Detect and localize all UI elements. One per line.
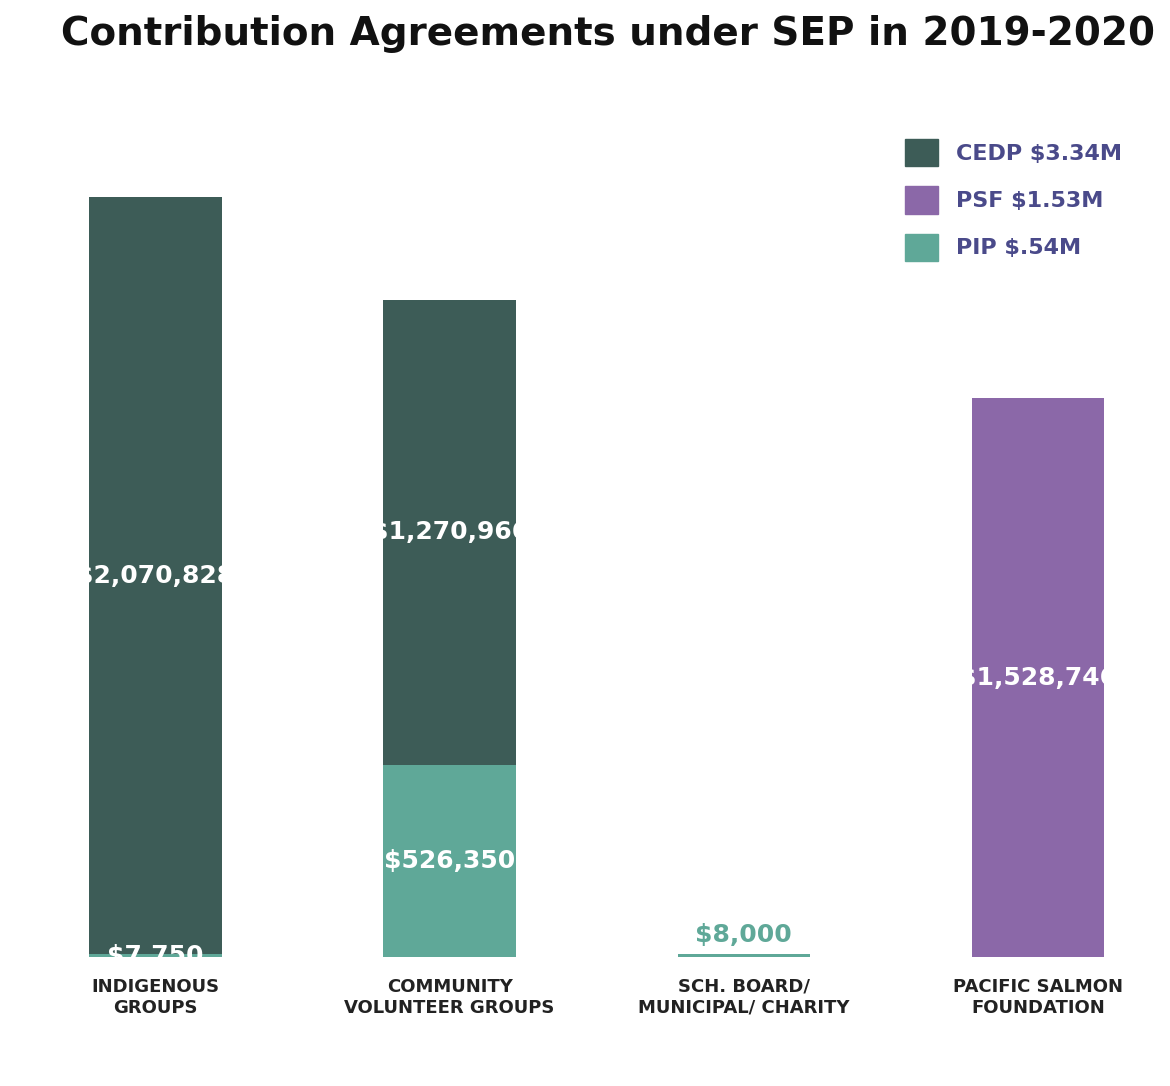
Text: Contribution Agreements under SEP in 2019-2020: Contribution Agreements under SEP in 201… [61,15,1155,53]
Text: $7,750: $7,750 [108,944,204,968]
Bar [89,198,221,955]
Text: $2,070,828: $2,070,828 [76,564,234,588]
Bar [384,765,516,957]
Text: $1,528,746: $1,528,746 [959,666,1117,690]
Legend: CEDP $3.34M, PSF $1.53M, PIP $.54M: CEDP $3.34M, PSF $1.53M, PIP $.54M [882,117,1144,283]
Text: $526,350: $526,350 [384,849,515,873]
Bar [677,955,810,957]
Text: $1,270,966: $1,270,966 [371,520,529,544]
Bar [384,300,516,765]
Bar [972,399,1104,957]
Text: $8,000: $8,000 [695,923,792,947]
Bar [89,955,221,957]
